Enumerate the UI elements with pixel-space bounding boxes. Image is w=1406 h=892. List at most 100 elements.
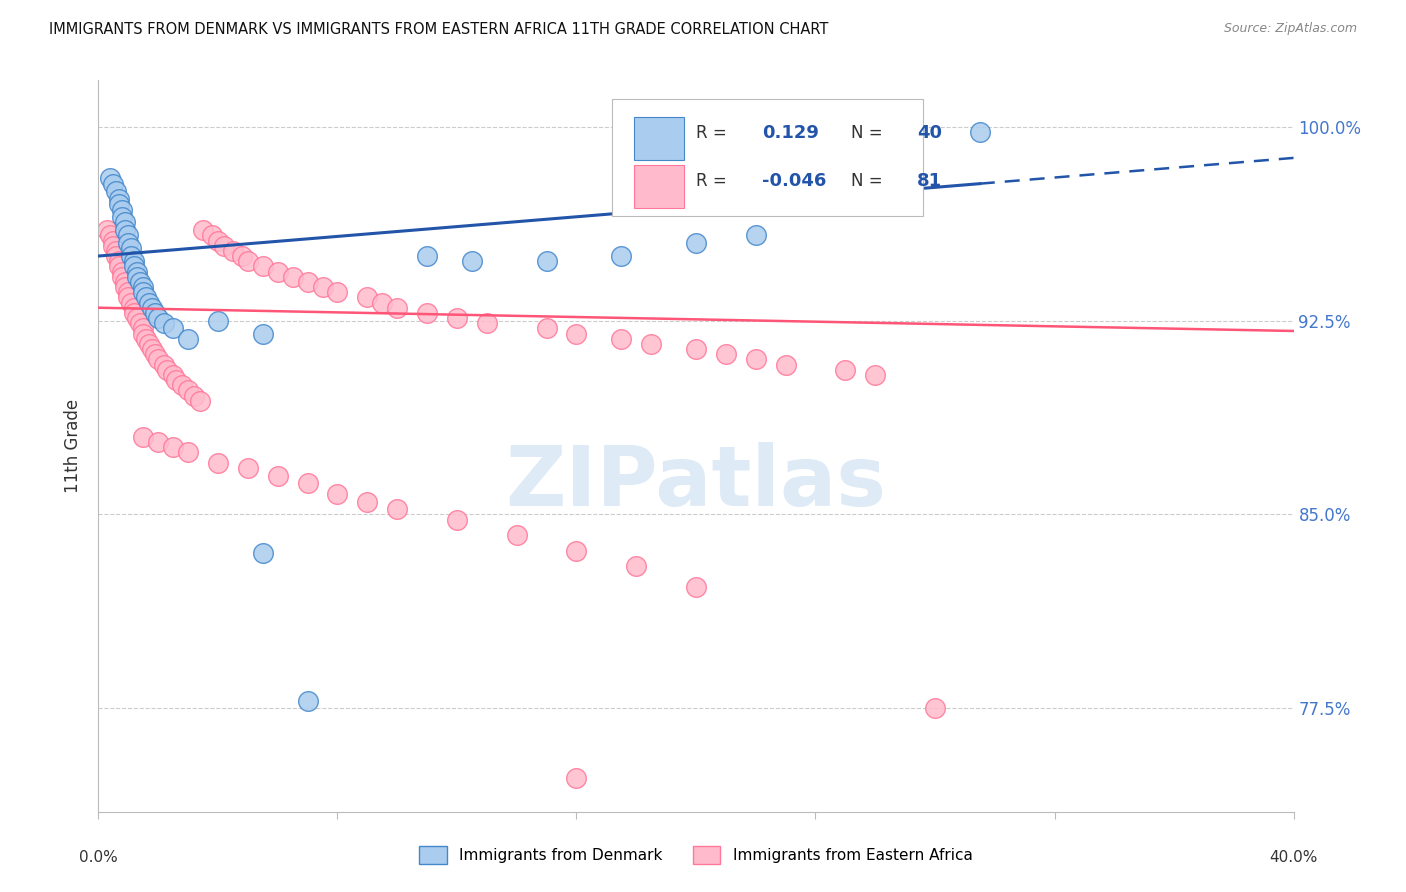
Point xyxy=(536,254,558,268)
Point xyxy=(252,326,274,341)
Point xyxy=(685,580,707,594)
Point xyxy=(148,352,170,367)
Text: -0.046: -0.046 xyxy=(762,172,827,190)
Point xyxy=(135,332,157,346)
Point xyxy=(132,280,155,294)
FancyBboxPatch shape xyxy=(634,117,685,160)
Point xyxy=(111,264,134,278)
Point xyxy=(188,393,211,408)
Point xyxy=(162,368,184,382)
Point xyxy=(98,171,122,186)
Point xyxy=(129,275,152,289)
Point xyxy=(177,332,200,346)
Point xyxy=(834,363,856,377)
Point xyxy=(114,223,136,237)
Point xyxy=(924,701,946,715)
Point xyxy=(714,347,737,361)
Point xyxy=(506,528,529,542)
Point xyxy=(969,125,991,139)
Point xyxy=(132,326,155,341)
Point xyxy=(356,290,378,304)
Text: N =: N = xyxy=(852,124,889,142)
Point xyxy=(745,228,768,243)
Point xyxy=(103,177,125,191)
Point xyxy=(326,487,349,501)
Point xyxy=(356,494,378,508)
Point xyxy=(297,476,319,491)
Point xyxy=(124,301,146,315)
Text: 40: 40 xyxy=(917,124,942,142)
Point xyxy=(96,223,118,237)
Point xyxy=(162,321,184,335)
Point xyxy=(120,249,142,263)
Point xyxy=(105,249,128,263)
FancyBboxPatch shape xyxy=(613,99,922,216)
Point xyxy=(117,290,139,304)
Point xyxy=(177,384,200,398)
Point xyxy=(610,332,633,346)
Point xyxy=(124,254,146,268)
Point xyxy=(141,301,163,315)
Point xyxy=(565,543,588,558)
Point xyxy=(105,185,128,199)
Point xyxy=(111,202,134,217)
Point xyxy=(138,337,160,351)
Point xyxy=(120,295,142,310)
Point xyxy=(565,771,588,785)
Point xyxy=(640,337,662,351)
Point xyxy=(326,285,349,300)
Point xyxy=(143,306,166,320)
Point xyxy=(117,228,139,243)
Point xyxy=(212,238,235,252)
Point xyxy=(267,264,290,278)
Point xyxy=(114,215,136,229)
Point xyxy=(610,249,633,263)
Point xyxy=(252,546,274,560)
Point xyxy=(207,456,229,470)
Point xyxy=(103,238,125,252)
Point xyxy=(148,435,170,450)
Point xyxy=(108,260,131,274)
Point xyxy=(565,326,588,341)
Point xyxy=(153,358,176,372)
Point xyxy=(297,275,319,289)
Point xyxy=(297,693,319,707)
Text: Source: ZipAtlas.com: Source: ZipAtlas.com xyxy=(1223,22,1357,36)
Point xyxy=(236,254,259,268)
Text: R =: R = xyxy=(696,172,733,190)
Point xyxy=(132,285,155,300)
Y-axis label: 11th Grade: 11th Grade xyxy=(65,399,83,493)
Point xyxy=(108,192,131,206)
Point xyxy=(165,373,187,387)
Point xyxy=(111,211,134,225)
Point xyxy=(132,321,155,335)
Point xyxy=(127,311,149,326)
Text: ZIPatlas: ZIPatlas xyxy=(506,442,886,523)
Point xyxy=(172,378,194,392)
Point xyxy=(207,313,229,327)
Point xyxy=(745,352,768,367)
Point xyxy=(461,254,484,268)
Point xyxy=(111,269,134,284)
Point xyxy=(114,275,136,289)
Point xyxy=(231,249,253,263)
Point xyxy=(446,311,468,326)
Point xyxy=(685,236,707,251)
Point xyxy=(124,306,146,320)
Point xyxy=(183,388,205,402)
Point xyxy=(267,468,290,483)
Point xyxy=(446,513,468,527)
Point xyxy=(385,502,409,516)
Text: N =: N = xyxy=(852,172,889,190)
Point xyxy=(162,440,184,454)
Point xyxy=(153,316,176,330)
Point xyxy=(98,228,122,243)
Point xyxy=(127,269,149,284)
Text: 40.0%: 40.0% xyxy=(1270,850,1317,865)
Point xyxy=(536,321,558,335)
Text: R =: R = xyxy=(696,124,733,142)
Point xyxy=(371,295,394,310)
Point xyxy=(894,125,917,139)
Point xyxy=(141,342,163,356)
Point xyxy=(281,269,304,284)
